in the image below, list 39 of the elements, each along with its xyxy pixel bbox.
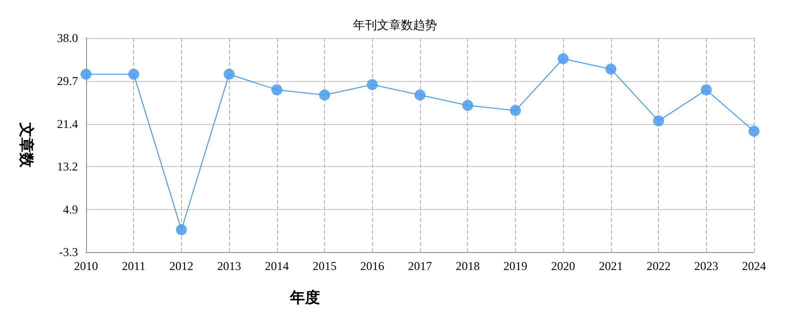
x-tick-label: 2013 bbox=[217, 259, 242, 273]
x-tick-label: 2017 bbox=[408, 259, 432, 273]
x-tick-label: 2021 bbox=[598, 259, 623, 273]
x-tick-label: 2019 bbox=[503, 259, 528, 273]
point bbox=[558, 53, 569, 64]
point bbox=[414, 90, 426, 100]
point bbox=[366, 79, 378, 90]
point bbox=[224, 68, 235, 80]
y-tick-label: -3.3 bbox=[59, 245, 78, 259]
point bbox=[653, 115, 664, 126]
y-axis-title: 文章数 bbox=[18, 122, 36, 168]
x-tick-label: 2018 bbox=[456, 259, 480, 273]
x-axis-title: 年度 bbox=[289, 288, 320, 306]
point bbox=[271, 84, 282, 96]
point bbox=[700, 84, 712, 96]
y-tick-label: 29.7 bbox=[57, 74, 78, 88]
point bbox=[748, 126, 760, 137]
point bbox=[128, 68, 140, 80]
point bbox=[80, 68, 92, 80]
point bbox=[462, 100, 474, 111]
point bbox=[176, 224, 187, 236]
y-tick-label: 21.4 bbox=[57, 116, 78, 131]
x-tick-label: 2022 bbox=[646, 259, 671, 273]
x-tick-label: 2024 bbox=[742, 259, 766, 273]
y-tick-label: 13.2 bbox=[57, 160, 78, 174]
x-tick-label: 2023 bbox=[694, 259, 718, 273]
point bbox=[510, 105, 521, 116]
x-tick-label: 2015 bbox=[312, 259, 337, 273]
y-tick-label: 4.9 bbox=[63, 202, 78, 216]
chart-title: 年刊文章数趋势 bbox=[353, 18, 437, 32]
x-tick-label: 2020 bbox=[551, 259, 576, 273]
x-tick-label: 2011 bbox=[122, 259, 146, 273]
point bbox=[605, 64, 616, 75]
y-tick-label: 38.0 bbox=[57, 31, 78, 45]
point bbox=[319, 90, 330, 100]
x-tick-label: 2014 bbox=[264, 259, 289, 273]
x-tick-label: 2010 bbox=[74, 259, 98, 273]
x-tick-label: 2012 bbox=[169, 259, 194, 273]
x-tick-label: 2016 bbox=[360, 259, 384, 273]
